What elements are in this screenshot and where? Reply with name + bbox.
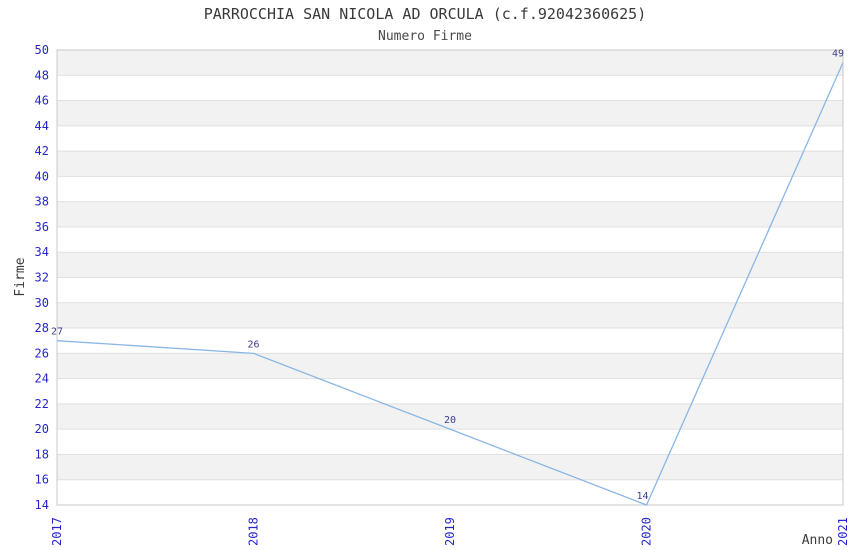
chart-title: PARROCCHIA SAN NICOLA AD ORCULA (c.f.920… (204, 5, 647, 23)
plot-band (57, 454, 843, 480)
y-tick-label: 44 (35, 119, 49, 133)
y-tick-label: 28 (35, 321, 49, 335)
y-tick-label: 32 (35, 271, 49, 285)
y-axis-ticks: 14 16 18 20 22 24 26 28 30 32 34 36 38 40 42 44 46 48 50 (35, 43, 49, 512)
x-tick-label: 2018 (247, 517, 261, 546)
plot-band (57, 100, 843, 126)
plot-band (57, 302, 843, 329)
y-tick-label: 40 (35, 169, 49, 183)
y-tick-label: 46 (35, 94, 49, 108)
plot-band (57, 201, 843, 227)
x-tick-label: 2020 (640, 517, 654, 546)
y-tick-label: 48 (35, 68, 49, 82)
data-labels: 27 26 20 14 49 (51, 49, 844, 502)
plot-band (57, 353, 843, 379)
plot-border (56, 49, 844, 506)
y-tick-label: 22 (35, 397, 49, 411)
plot-band (57, 151, 843, 177)
y-tick-label: 18 (35, 447, 49, 461)
y-tick-label: 38 (35, 195, 49, 209)
plot-band (57, 252, 843, 278)
y-tick-label: 20 (35, 422, 49, 436)
x-tick-label: 2019 (443, 517, 457, 546)
x-tick-label: 2021 (836, 517, 850, 546)
y-tick-label: 16 (35, 473, 49, 487)
plot-bands (57, 50, 843, 480)
x-tick-label: 2017 (50, 517, 64, 546)
chart-subtitle: Numero Firme (378, 29, 472, 44)
y-tick-label: 24 (35, 372, 49, 386)
y-tick-label: 34 (35, 245, 49, 259)
y-tick-label: 36 (35, 220, 49, 234)
data-label: 20 (444, 415, 456, 426)
y-tick-label: 42 (35, 144, 49, 158)
series-line (56, 62, 844, 506)
x-axis-title: Anno (802, 533, 833, 548)
y-tick-label: 30 (35, 296, 49, 310)
plot-band (57, 50, 843, 76)
y-tick-label: 50 (35, 43, 49, 57)
plot-band (57, 403, 843, 430)
y-axis-title: Firme (13, 257, 28, 296)
y-tick-label: 26 (35, 346, 49, 360)
y-tick-label: 14 (35, 498, 49, 512)
data-label: 27 (51, 327, 63, 338)
data-label: 14 (636, 491, 648, 502)
x-axis-ticks: 2017 2018 2019 2020 2021 (50, 517, 850, 546)
data-label: 49 (832, 49, 844, 60)
data-label: 26 (247, 339, 259, 350)
